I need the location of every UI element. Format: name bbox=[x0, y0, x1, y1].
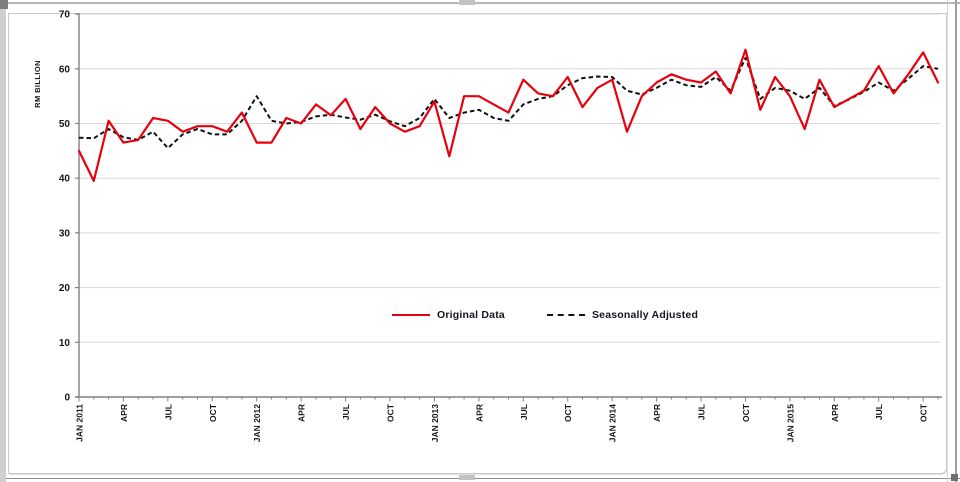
original-data-line-swatch bbox=[392, 314, 430, 316]
legend-label-original-data: Original Data bbox=[437, 309, 505, 321]
selection-handle-bottom-center[interactable] bbox=[459, 475, 475, 480]
legend-item-original-data[interactable]: Original Data bbox=[392, 309, 505, 321]
frame-right-outer-border bbox=[955, 0, 957, 482]
legend-label-seasonally-adjusted: Seasonally Adjusted bbox=[591, 309, 699, 321]
frame-right-inner-border bbox=[947, 0, 948, 482]
frame-bottom-border bbox=[0, 478, 960, 479]
seasonally-adjusted-line-swatch bbox=[546, 314, 585, 316]
resize-handle-bottom-right[interactable] bbox=[951, 474, 958, 481]
frame-top-border bbox=[0, 2, 960, 4]
legend-item-seasonally-adjusted[interactable]: Seasonally Adjusted bbox=[546, 309, 699, 321]
selection-handle-top-left[interactable] bbox=[0, 0, 8, 9]
chart-panel bbox=[8, 13, 947, 474]
chart-legend: Original Data Seasonally Adjusted bbox=[392, 309, 698, 321]
frame-left-border bbox=[0, 0, 6, 482]
selection-handle-top-center[interactable] bbox=[459, 0, 475, 5]
